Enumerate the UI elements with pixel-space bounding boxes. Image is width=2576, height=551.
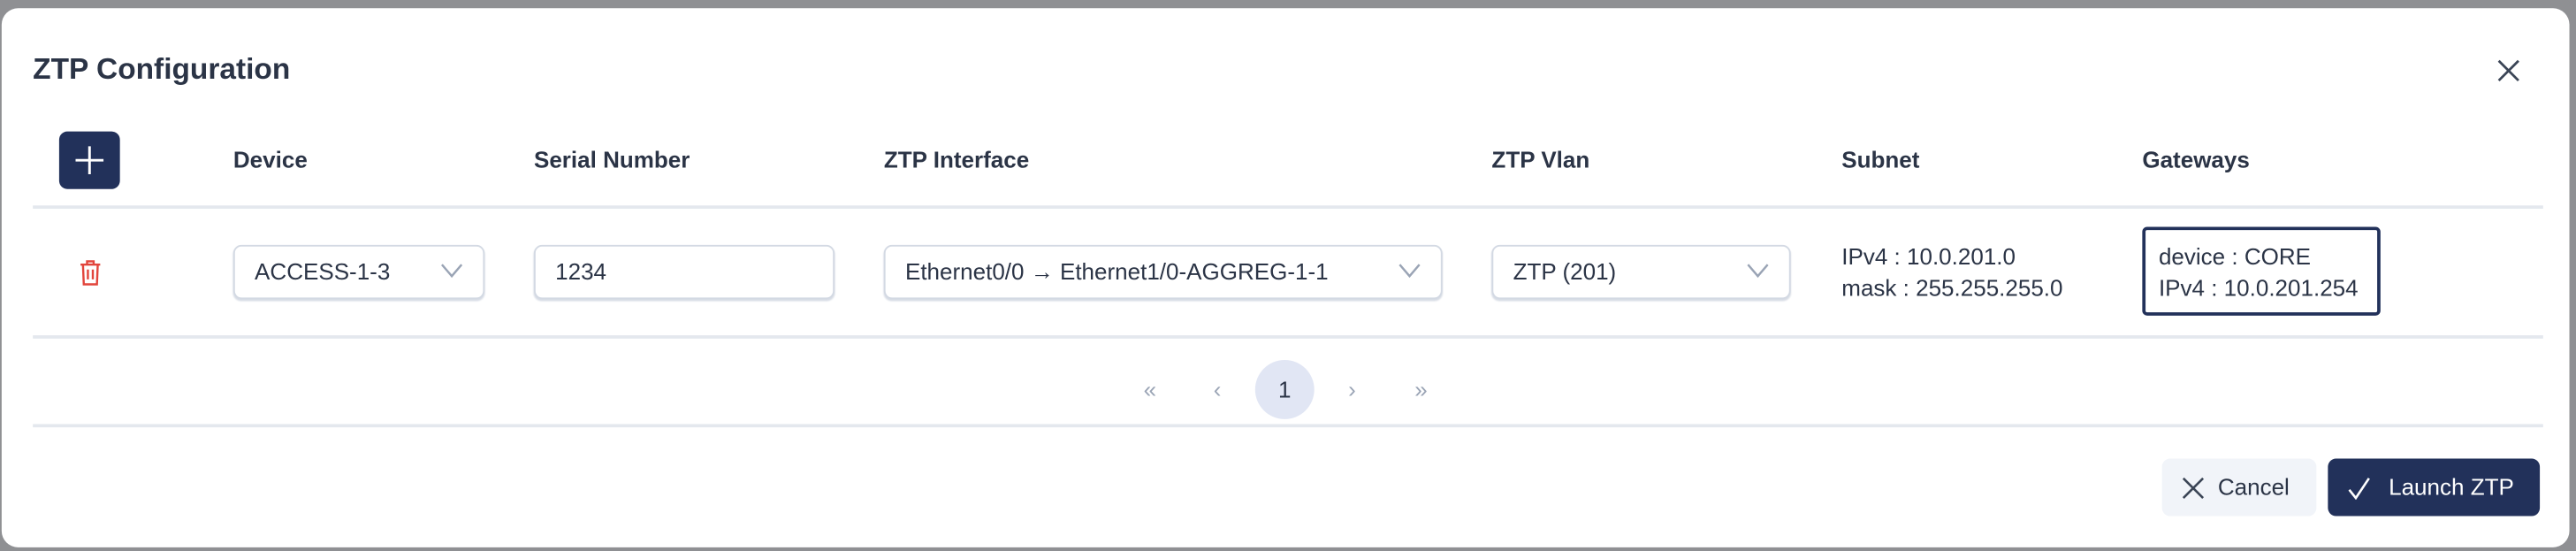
header-serial-number: Serial Number: [533, 146, 690, 173]
ztp-interface-value: Ethernet0/0 → Ethernet1/0-AGGREG-1-1: [904, 257, 1329, 285]
header-ztp-vlan: ZTP Vlan: [1491, 146, 1590, 173]
subnet-ipv4: IPv4 : 10.0.201.0: [1841, 243, 2016, 270]
header-device: Device: [232, 146, 308, 173]
divider: [33, 424, 2543, 428]
gateway-device: device : CORE: [2158, 243, 2312, 270]
subnet-info: IPv4 : 10.0.201.0 mask : 255.255.255.0: [1841, 241, 2062, 304]
delete-row-button[interactable]: [75, 258, 104, 287]
chevron-down-icon: [1399, 264, 1421, 279]
dialog-title: ZTP Configuration: [33, 52, 291, 86]
serial-number-input[interactable]: 1234: [533, 244, 835, 300]
header-ztp-interface: ZTP Interface: [883, 146, 1030, 173]
trash-icon: [80, 260, 101, 286]
launch-label: Launch ZTP: [2389, 473, 2514, 500]
divider: [33, 335, 2543, 339]
device-value: ACCESS-1-3: [255, 257, 391, 285]
header-gateways: Gateways: [2142, 146, 2250, 173]
first-page-button[interactable]: «: [1143, 376, 1157, 403]
chevron-down-icon: [440, 264, 463, 279]
close-icon: [2182, 477, 2205, 500]
chevron-down-icon: [1747, 264, 1769, 279]
ztp-vlan-select[interactable]: ZTP (201): [1491, 244, 1791, 300]
close-icon: [2497, 59, 2519, 82]
ztp-configuration-dialog: ZTP Configuration Device Serial Number Z…: [1, 8, 2570, 547]
gateway-ipv4: IPv4 : 10.0.201.254: [2158, 274, 2359, 302]
ztp-interface-select[interactable]: Ethernet0/0 → Ethernet1/0-AGGREG-1-1: [883, 244, 1443, 300]
prev-page-button[interactable]: ‹: [1213, 376, 1222, 403]
subnet-mask: mask : 255.255.255.0: [1841, 274, 2063, 302]
device-select[interactable]: ACCESS-1-3: [232, 244, 485, 300]
cancel-label: Cancel: [2217, 473, 2290, 500]
launch-ztp-button[interactable]: Launch ZTP: [2328, 458, 2541, 517]
close-button[interactable]: [2492, 54, 2525, 87]
header-subnet: Subnet: [1841, 146, 1920, 173]
plus-icon: [75, 146, 104, 174]
cancel-button[interactable]: Cancel: [2161, 458, 2317, 517]
add-row-button[interactable]: [58, 131, 120, 189]
ztp-vlan-value: ZTP (201): [1513, 257, 1617, 285]
gateway-box[interactable]: device : CORE IPv4 : 10.0.201.254: [2142, 226, 2381, 316]
next-page-button[interactable]: ›: [1348, 376, 1356, 403]
check-icon: [2348, 478, 2370, 500]
serial-number-value: 1234: [555, 257, 607, 285]
last-page-button[interactable]: »: [1414, 376, 1428, 403]
divider: [33, 205, 2543, 210]
page-1-button[interactable]: 1: [1254, 359, 1315, 419]
